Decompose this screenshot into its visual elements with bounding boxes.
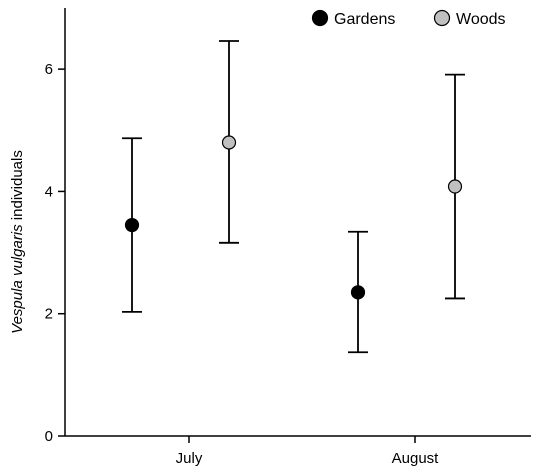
legend-label-woods: Woods xyxy=(456,11,506,28)
error-bars xyxy=(122,40,465,354)
y-tick-label: 6 xyxy=(45,61,53,78)
y-axis-label-species: Vespula vulgaris xyxy=(9,224,26,334)
x-tick-label: July xyxy=(176,450,203,467)
legend-marker-gardens xyxy=(311,9,329,27)
x-tick-label: August xyxy=(392,450,440,467)
legend-item-woods: Woods xyxy=(433,9,506,28)
y-tick-label: 0 xyxy=(45,428,53,445)
legend-item-gardens: Gardens xyxy=(311,9,395,28)
y-tick-label: 2 xyxy=(45,306,53,323)
data-points xyxy=(124,135,463,300)
axes xyxy=(64,8,531,437)
y-tick-label: 4 xyxy=(45,183,53,200)
y-ticks: 0 2 4 6 xyxy=(45,61,65,445)
point-woods xyxy=(447,179,463,194)
x-ticks: July August xyxy=(176,436,440,467)
y-axis-label: Vespula vulgaris individuals xyxy=(9,150,26,334)
legend-marker-woods xyxy=(433,9,451,27)
point-gardens xyxy=(350,285,366,300)
y-axis-label-rest: individuals xyxy=(9,150,26,224)
legend-label-gardens: Gardens xyxy=(334,11,395,28)
point-woods xyxy=(221,135,237,150)
legend: Gardens Woods xyxy=(311,9,506,28)
point-gardens xyxy=(124,217,140,233)
